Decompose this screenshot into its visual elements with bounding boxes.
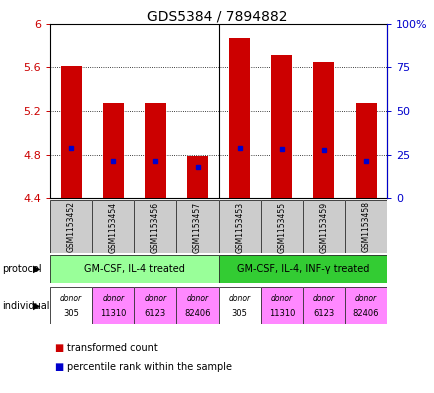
Text: percentile rank within the sample: percentile rank within the sample xyxy=(67,362,232,373)
Text: GM-CSF, IL-4 treated: GM-CSF, IL-4 treated xyxy=(84,264,184,274)
Text: donor: donor xyxy=(144,294,166,303)
Text: GSM1153452: GSM1153452 xyxy=(66,202,76,252)
Text: 305: 305 xyxy=(63,309,79,318)
Text: GM-CSF, IL-4, INF-γ treated: GM-CSF, IL-4, INF-γ treated xyxy=(236,264,368,274)
Text: GSM1153455: GSM1153455 xyxy=(276,201,286,253)
Bar xyxy=(60,66,82,198)
Text: ▶: ▶ xyxy=(33,301,40,310)
Text: ■: ■ xyxy=(54,343,63,353)
Text: ■: ■ xyxy=(54,362,63,373)
Text: GSM1153459: GSM1153459 xyxy=(319,201,328,253)
Text: donor: donor xyxy=(186,294,208,303)
Text: donor: donor xyxy=(312,294,334,303)
Text: donor: donor xyxy=(354,294,376,303)
Text: 11310: 11310 xyxy=(268,309,294,318)
Text: protocol: protocol xyxy=(2,264,42,274)
Text: transformed count: transformed count xyxy=(67,343,158,353)
Text: donor: donor xyxy=(270,294,292,303)
Text: 305: 305 xyxy=(231,309,247,318)
Bar xyxy=(102,103,124,198)
Text: donor: donor xyxy=(228,294,250,303)
Text: GSM1153453: GSM1153453 xyxy=(235,201,243,253)
Text: GSM1153454: GSM1153454 xyxy=(108,201,118,253)
Text: individual: individual xyxy=(2,301,49,310)
Text: GSM1153458: GSM1153458 xyxy=(361,202,370,252)
Bar xyxy=(312,62,334,198)
Text: GDS5384 / 7894882: GDS5384 / 7894882 xyxy=(147,10,287,24)
Text: donor: donor xyxy=(102,294,124,303)
Text: 6123: 6123 xyxy=(312,309,334,318)
Bar xyxy=(229,38,250,198)
Bar xyxy=(187,156,207,198)
Bar xyxy=(355,103,376,198)
Text: 82406: 82406 xyxy=(184,309,210,318)
Text: 6123: 6123 xyxy=(145,309,166,318)
Text: 11310: 11310 xyxy=(100,309,126,318)
Text: ▶: ▶ xyxy=(33,264,40,274)
Text: donor: donor xyxy=(60,294,82,303)
Bar xyxy=(271,55,292,198)
Text: GSM1153456: GSM1153456 xyxy=(151,201,160,253)
Bar xyxy=(145,103,165,198)
Text: 82406: 82406 xyxy=(352,309,378,318)
Text: GSM1153457: GSM1153457 xyxy=(193,201,201,253)
